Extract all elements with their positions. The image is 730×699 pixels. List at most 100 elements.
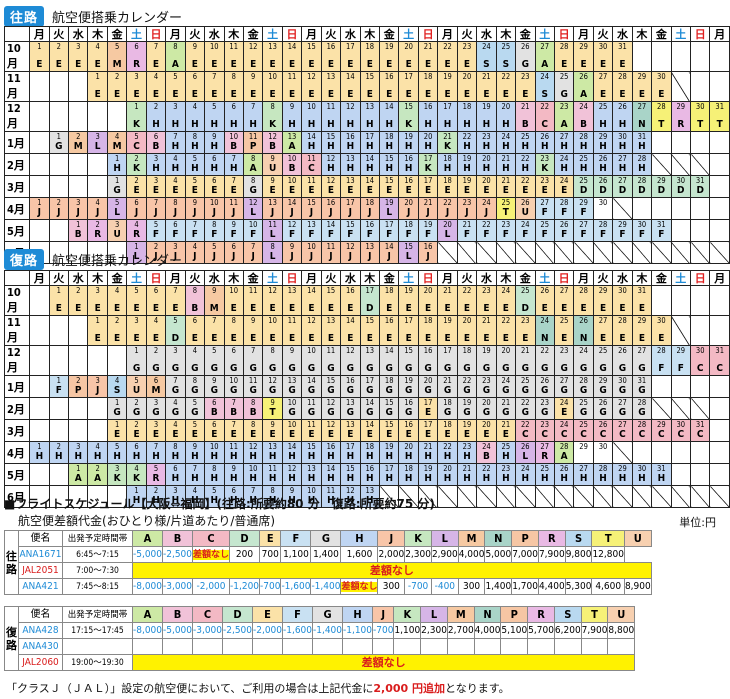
month-label: 12月 — [3, 345, 31, 376]
calendar-day: 18 E — [417, 315, 439, 346]
calendar-day: 12 F — [281, 219, 303, 242]
calendar-day: 14 J — [281, 197, 303, 220]
calendar-day: 13 E — [320, 315, 342, 346]
calendar-blank — [48, 463, 70, 486]
calendar-day: 13 E — [340, 419, 361, 442]
calendar-day: 14 H — [378, 101, 400, 132]
calendar-day: 25 H — [515, 131, 536, 154]
fare-value: -700 — [371, 622, 395, 639]
fare-value: -1,600 — [280, 578, 312, 595]
fare-value: -8,000 — [132, 622, 163, 639]
calendar-row: 3月 1 E 2 E 3 E 4 E 5 E 6 E 7 E 8 E 9 E 10 E 11 E 12 E 13 E 14 E 15 E 16… — [3, 419, 730, 442]
calendar-blank — [29, 375, 50, 398]
weekday-header: 木 — [223, 26, 244, 42]
weekday-header: 日 — [281, 26, 303, 42]
calendar-day: 18 E — [359, 41, 381, 72]
calendar-day: 28 T — [651, 101, 672, 132]
calendar-day: 31 C — [689, 419, 711, 442]
fare-value: 2,000 — [377, 546, 406, 563]
calendar-blank — [48, 219, 70, 242]
calendar-day: 14 G — [378, 345, 400, 376]
calendar-blank — [48, 315, 70, 346]
calendar-blank — [631, 241, 653, 264]
calendar-blank — [29, 315, 50, 346]
calendar-blank — [417, 485, 439, 508]
calendar-day: 28 F — [651, 345, 672, 376]
calendar-day: 19 E — [398, 285, 419, 316]
calendar-blank — [651, 375, 672, 398]
calendar-day: 16 H — [398, 153, 419, 176]
calendar-day: 23 H — [495, 463, 517, 486]
month-label: 5月 — [3, 463, 31, 486]
calendar-day: 24 C — [553, 419, 575, 442]
calendar-day: 13 E — [281, 285, 303, 316]
calendar-blank — [651, 197, 672, 220]
calendar-blank — [631, 41, 653, 72]
calendar-day: 15 E — [301, 41, 322, 72]
calendar-day: 16 F — [359, 219, 381, 242]
month-label: 2月 — [3, 397, 31, 420]
calendar-day: 23 E — [515, 71, 536, 102]
calendar-day: 29 E — [631, 71, 653, 102]
calendar-blank — [592, 241, 614, 264]
calendar-blank — [612, 485, 633, 508]
calendar-blank — [67, 101, 89, 132]
calendar-day: 23 G — [553, 345, 575, 376]
calendar-day: 24 E — [553, 175, 575, 198]
fare-value: -1,600 — [282, 622, 313, 639]
calendar-day: 27 F — [534, 197, 555, 220]
class-header: C — [191, 530, 231, 547]
calendar-day: 26 F — [553, 219, 575, 242]
calendar-blank — [709, 175, 730, 198]
calendar-blank — [48, 241, 70, 264]
class-header: G — [310, 530, 342, 547]
calendar-day: 21 H — [417, 441, 439, 464]
inbound-title: 復路 航空便搭乗カレンダー — [4, 248, 182, 270]
calendar-day: 10 E — [281, 175, 303, 198]
calendar-day: 12 E — [262, 285, 283, 316]
calendar-day: 13 F — [301, 219, 322, 242]
calendar-blank — [709, 131, 730, 154]
calendar-day: 16 E — [320, 41, 342, 72]
fare-value: 1,600 — [340, 546, 379, 563]
fare-value: 5,000 — [484, 546, 513, 563]
calendar-day: 20 E — [417, 285, 439, 316]
flight-time: 19:00〜19:30 — [62, 654, 133, 671]
footer-post: となります。 — [445, 682, 510, 695]
fare-value: -2,000 — [252, 622, 283, 639]
calendar-day: 13 G — [359, 345, 381, 376]
calendar-blank — [670, 441, 692, 464]
class-header: H — [340, 530, 379, 547]
calendar-day: 10 E — [223, 285, 244, 316]
calendar-day: 23 K — [534, 153, 555, 176]
calendar-day: 29 E — [592, 285, 614, 316]
calendar-day: 18 H — [437, 153, 458, 176]
calendar-day: 27 E — [553, 285, 575, 316]
calendar-blank — [670, 71, 692, 102]
calendar-day: 18 E — [417, 71, 439, 102]
fare-value — [162, 638, 193, 655]
class-header: F — [280, 530, 312, 547]
calendar-day: 29 H — [592, 131, 614, 154]
fare-value: 9,800 — [564, 546, 593, 563]
calendar-day: 29 G — [592, 375, 614, 398]
calendar-blank — [515, 485, 536, 508]
